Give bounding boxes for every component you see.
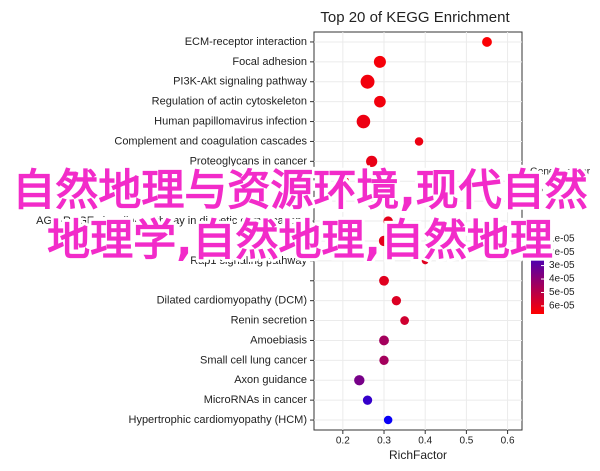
y-tick-label: Renin secretion (231, 314, 307, 326)
x-tick-label: 0.5 (459, 436, 473, 447)
y-tick-label: MicroRNAs in cancer (204, 394, 308, 406)
plot-background (313, 31, 523, 431)
point (400, 316, 410, 325)
point (379, 335, 389, 346)
color-bar (531, 236, 544, 314)
watermark: 自然地理与资源环境,现代自然地理学,自然地理,自然地理 (9, 163, 590, 269)
color-tick-label: 1e-05 (549, 233, 575, 244)
y-tick-label: Amoebiasis (250, 334, 307, 346)
point (362, 395, 373, 405)
y-tick-label: Hypertrophic cardiomyopathy (HCM) (129, 414, 308, 426)
y-tick-label: Focal adhesion (232, 56, 307, 68)
color-tick-label: 2e-05 (549, 247, 575, 258)
y-tick-label: Axon guidance (234, 374, 307, 386)
point (414, 137, 424, 146)
point (383, 415, 393, 425)
color-tick-label: 4e-05 (549, 274, 575, 285)
point (378, 235, 390, 247)
point (383, 216, 393, 226)
point (354, 375, 365, 386)
point (366, 155, 378, 167)
point (421, 257, 429, 265)
y-tick-label: ECM-receptor interaction (185, 36, 307, 48)
point (336, 175, 349, 188)
x-tick-label: 0.6 (501, 436, 515, 447)
y-tick-label: AGE-RAGE signaling pathway in diabetic c… (36, 215, 307, 227)
point (391, 295, 402, 306)
x-tick-label: 0.2 (336, 436, 350, 447)
point (356, 114, 371, 129)
x-tick-label: 0.4 (418, 436, 432, 447)
y-tick-label: Rap1 signaling pathway (190, 255, 307, 267)
y-tick-label: Human papillomavirus infection (154, 115, 307, 127)
color-tick-label: 3e-05 (549, 260, 575, 271)
point (379, 355, 389, 366)
color-tick-label: 6e-05 (549, 301, 575, 312)
color-tick-label: 5e-05 (549, 287, 575, 298)
point (374, 95, 386, 108)
y-tick-label: PI3K-Akt signaling pathway (173, 76, 307, 88)
point (360, 74, 375, 89)
chart-title: Top 20 of KEGG Enrichment (320, 9, 510, 26)
y-tick-label: Complement and coagulation cascades (114, 135, 307, 147)
size-legend-label: 20 (550, 185, 562, 196)
x-tick-label: 0.3 (377, 436, 391, 447)
point (370, 195, 381, 207)
y-tick-label: Dilated cardiomyopathy (DCM) (157, 295, 307, 307)
x-axis-label: RichFactor (389, 448, 447, 462)
y-tick-label: Proteoglycans in cancer (190, 155, 308, 167)
point (482, 37, 492, 47)
point (379, 275, 389, 286)
y-tick-label: Regulation of actin cytoskeleton (152, 96, 307, 108)
y-tick-label: Small cell lung cancer (200, 354, 307, 366)
size-legend-title: GeneNumber (530, 167, 591, 178)
size-legend-dot (537, 187, 543, 193)
point (373, 55, 386, 68)
